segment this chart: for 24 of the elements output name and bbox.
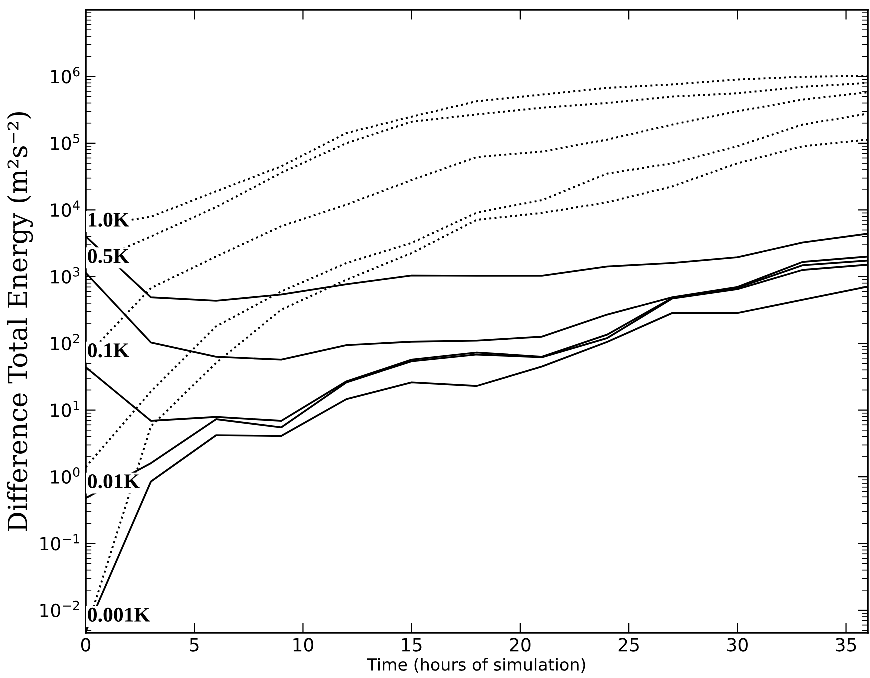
y-tick-label: 10$^{1}$: [51, 400, 80, 418]
y-tick-label: 10$^{2}$: [51, 334, 80, 351]
y-tick-label: 10$^{4}$: [51, 200, 80, 218]
y-tick-label: 10$^{−1}$: [40, 534, 80, 551]
y-tick-label: 10$^{6}$: [51, 67, 80, 84]
x-axis-title: Time (hours of simulation): [367, 658, 586, 673]
x-tick-label: 10: [294, 638, 314, 652]
y-axis-title: Difference Total Energy (m²s⁻²): [7, 112, 34, 532]
x-tick-label: 0: [81, 638, 91, 652]
x-tick-label: 20: [510, 638, 531, 652]
series-label: 0.5K: [88, 249, 130, 264]
y-tick-label: 10$^{3}$: [51, 267, 80, 284]
x-tick-label: 5: [190, 638, 199, 652]
x-tick-label: 15: [402, 638, 422, 652]
series-label: 0.1K: [88, 344, 130, 358]
series-label: 1.0K: [89, 212, 130, 228]
y-tick-label: 10$^{5}$: [51, 134, 80, 150]
y-tick-label: 10$^{−2}$: [40, 600, 80, 618]
series-label: 0.01K: [88, 474, 140, 489]
x-tick-label: 30: [728, 638, 748, 652]
x-tick-label: 35: [836, 638, 856, 652]
y-tick-label: 10$^{0}$: [51, 467, 80, 484]
x-tick-label: 25: [618, 638, 639, 652]
series-label: 0.001K: [88, 608, 150, 622]
